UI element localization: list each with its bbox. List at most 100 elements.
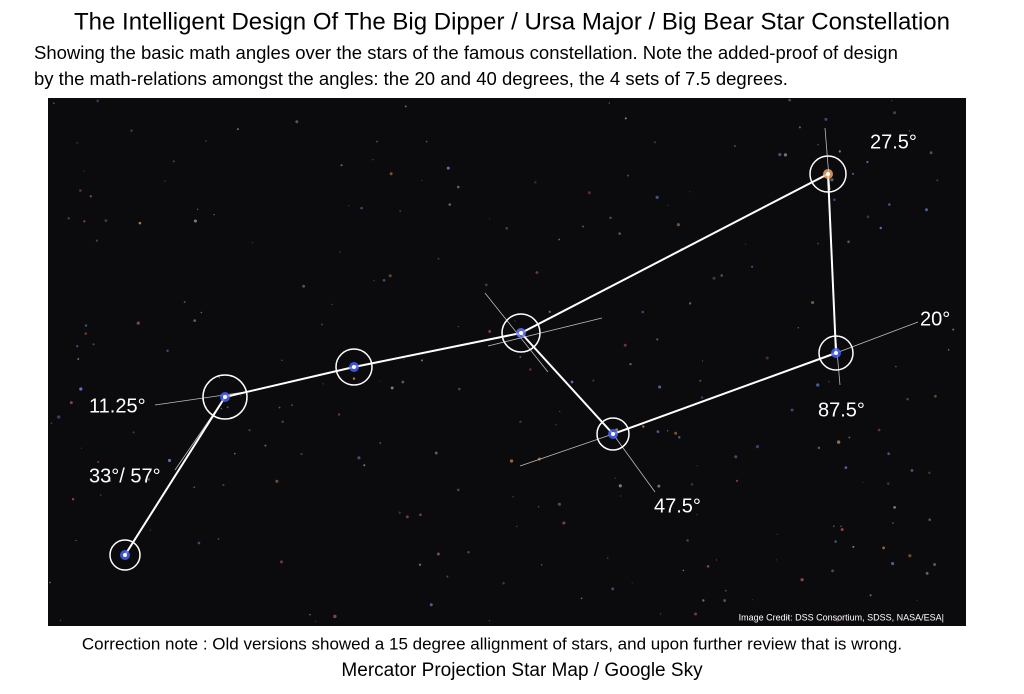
bg-star (840, 528, 844, 532)
bg-star (322, 383, 324, 385)
bg-star (797, 327, 800, 329)
bg-star (924, 208, 928, 212)
bg-star (847, 240, 850, 244)
bg-star (457, 326, 459, 328)
bg-star (446, 166, 450, 170)
bg-star (348, 205, 350, 207)
bg-star (835, 618, 839, 622)
bg-star (690, 483, 694, 486)
bg-star (702, 360, 704, 362)
bg-star (193, 219, 197, 223)
bg-star (788, 98, 792, 102)
bg-star (390, 386, 394, 390)
footer-caption: Mercator Projection Star Map / Google Sk… (341, 660, 703, 681)
bg-star (725, 589, 727, 592)
bg-star (555, 424, 557, 426)
bg-star (879, 226, 882, 230)
bg-star (720, 274, 724, 277)
bg-star (537, 506, 540, 508)
bg-star (213, 213, 215, 216)
bg-star (404, 105, 407, 108)
bg-star (836, 440, 841, 444)
bg-star (50, 422, 53, 425)
bg-star (80, 447, 83, 449)
bg-star (582, 225, 585, 228)
bg-star (448, 203, 452, 206)
bg-star (75, 539, 77, 542)
bg-star (892, 522, 894, 524)
bg-star (928, 518, 931, 521)
bg-star (832, 525, 835, 528)
bg-star (910, 469, 914, 472)
bg-star (557, 502, 562, 506)
bg-star (484, 283, 488, 287)
angle-label: 27.5° (870, 131, 917, 153)
bg-star (290, 404, 293, 407)
bg-star (379, 442, 382, 444)
bg-star (95, 239, 98, 242)
bg-star (674, 431, 678, 435)
bg-star (467, 550, 470, 554)
bg-star (570, 380, 574, 384)
bg-star (529, 368, 532, 371)
bg-star (620, 495, 622, 497)
bg-star (893, 111, 897, 115)
star-core (223, 395, 227, 399)
bg-star (446, 575, 449, 578)
bg-star (666, 430, 669, 432)
bg-star (700, 396, 704, 399)
bg-star (519, 420, 522, 424)
bg-star (658, 385, 662, 389)
bg-star (234, 452, 236, 455)
bg-star (933, 563, 937, 566)
bg-star (509, 459, 514, 463)
angle-label: 33°/ 57° (89, 465, 161, 487)
bg-star (832, 198, 836, 202)
bg-star (653, 141, 657, 144)
bg-star (425, 140, 428, 143)
bg-star (172, 160, 175, 163)
bg-star (278, 406, 281, 409)
bg-star (534, 181, 537, 184)
bg-star (337, 413, 341, 416)
bg-star (618, 232, 621, 235)
bg-star (934, 394, 937, 398)
bg-star (608, 102, 611, 104)
bg-star (817, 143, 819, 146)
bg-star (457, 488, 460, 492)
star-ring (109, 539, 141, 571)
bg-star (715, 559, 718, 561)
bg-star (886, 482, 890, 485)
angle-label: 11.25° (89, 395, 146, 417)
bg-star (800, 578, 804, 582)
bg-star (699, 379, 702, 382)
bg-star (372, 159, 374, 161)
bg-star (78, 189, 82, 192)
bg-star (834, 540, 837, 543)
star-ring (202, 374, 248, 420)
bg-star (99, 494, 102, 497)
bg-star (928, 471, 931, 475)
bg-star (456, 185, 460, 189)
bg-star (92, 343, 95, 346)
star-core (123, 553, 127, 557)
bg-star (405, 515, 409, 519)
bg-star (147, 478, 151, 481)
bg-star (302, 284, 306, 288)
star-core (826, 172, 830, 176)
bg-star (765, 356, 769, 360)
bg-star (149, 529, 152, 531)
bg-star (236, 128, 239, 131)
bg-star (512, 495, 515, 498)
bg-star (696, 513, 698, 515)
bg-star (624, 117, 627, 120)
bg-star (248, 428, 251, 432)
star-core (352, 365, 356, 369)
bg-star (611, 587, 615, 591)
bg-star (108, 479, 112, 483)
bg-star (197, 541, 201, 545)
bg-star (300, 453, 303, 456)
bg-star (59, 619, 62, 622)
